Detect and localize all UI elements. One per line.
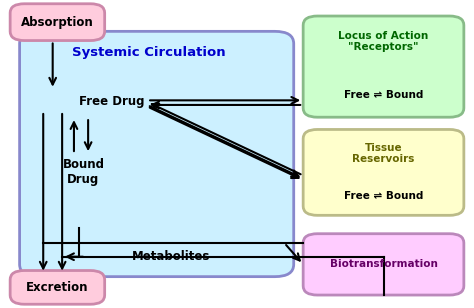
FancyBboxPatch shape (303, 234, 464, 295)
Text: Free ⇌ Bound: Free ⇌ Bound (344, 90, 423, 100)
Text: Locus of Action
"Receptors": Locus of Action "Receptors" (338, 30, 428, 52)
FancyBboxPatch shape (10, 270, 105, 304)
Text: Systemic Circulation: Systemic Circulation (72, 46, 225, 59)
Text: Metabolites: Metabolites (132, 250, 210, 263)
Text: Free Drug: Free Drug (79, 95, 145, 108)
Text: Biotransformation: Biotransformation (329, 259, 438, 270)
Text: Absorption: Absorption (21, 16, 94, 29)
Text: Free ⇌ Bound: Free ⇌ Bound (344, 192, 423, 201)
Text: Bound
Drug: Bound Drug (63, 158, 104, 186)
FancyBboxPatch shape (19, 31, 294, 277)
FancyBboxPatch shape (303, 129, 464, 215)
FancyBboxPatch shape (303, 16, 464, 117)
Text: Tissue
Reservoirs: Tissue Reservoirs (352, 143, 415, 164)
FancyBboxPatch shape (10, 4, 105, 41)
Text: Excretion: Excretion (26, 281, 89, 294)
